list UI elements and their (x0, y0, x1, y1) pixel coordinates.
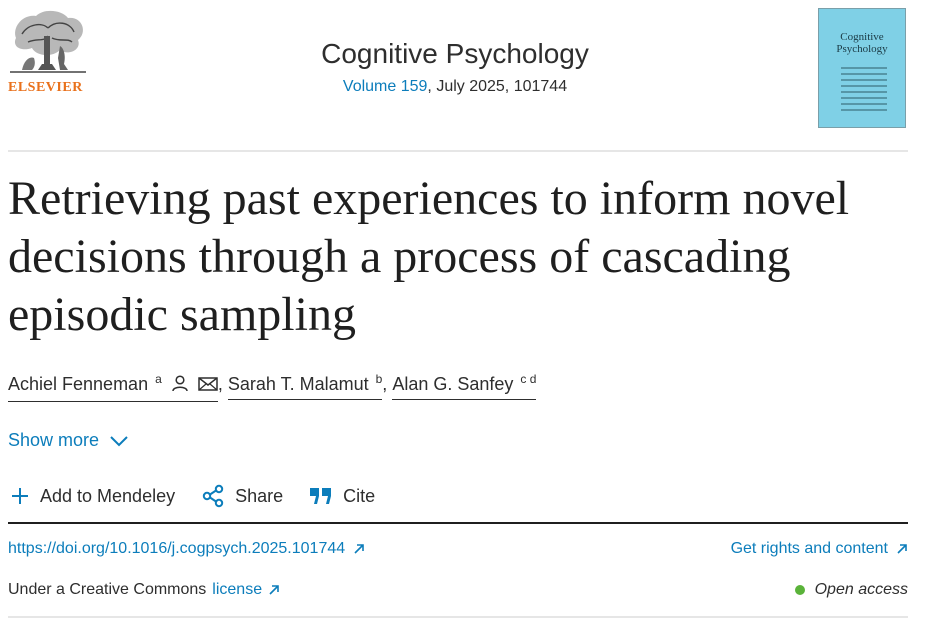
publisher-name: ELSEVIER (8, 80, 83, 95)
actions-divider (8, 522, 908, 524)
license-link[interactable]: license (212, 581, 263, 598)
author-affiliation: a (155, 372, 162, 386)
share-button[interactable]: Share (201, 484, 283, 508)
elsevier-logo[interactable]: ELSEVIER (8, 8, 90, 96)
person-icon (171, 374, 189, 397)
doi-text: https://doi.org/10.1016/j.cogpsych.2025.… (8, 540, 346, 557)
issue-date-article-number: , July 2025, 101744 (427, 78, 568, 95)
open-access-dot-icon (794, 585, 805, 595)
add-to-mendeley-button[interactable]: Add to Mendeley (10, 486, 175, 507)
article-actions: Add to Mendeley Share Cite (10, 484, 401, 508)
cover-contents-lines (841, 67, 887, 115)
author-link-3[interactable]: Alan G. Sanfey c d (392, 372, 537, 400)
external-arrow-icon (269, 585, 279, 595)
volume-link[interactable]: Volume 159 (342, 78, 428, 95)
author-link-1[interactable]: Achiel Fenneman a (8, 372, 218, 402)
cover-title: Cognitive Psychology (819, 31, 905, 55)
license-prefix: Under a Creative Commons (8, 581, 207, 598)
cover-title-line1: Cognitive (840, 31, 884, 43)
quote-icon (310, 488, 332, 504)
external-arrow-icon (897, 544, 907, 554)
mail-icon (198, 376, 218, 397)
plus-icon (12, 488, 28, 504)
journal-title[interactable]: Cognitive Psychology (321, 38, 589, 69)
get-rights-link[interactable]: Get rights and content (731, 540, 908, 558)
share-icon (202, 484, 224, 508)
author-name: Alan G. Sanfey (392, 374, 514, 394)
article-title: Retrieving past experiences to inform no… (8, 172, 850, 341)
author-affiliation: c d (520, 372, 537, 386)
author-affiliation: b (375, 372, 383, 386)
author-name: Achiel Fenneman (8, 374, 149, 394)
header-divider (8, 150, 908, 152)
author-name: Sarah T. Malamut (227, 374, 369, 394)
open-access-badge: Open access (794, 581, 908, 599)
show-more-label: Show more (8, 430, 100, 450)
author-separator: , (382, 374, 388, 394)
author-link-2[interactable]: Sarah T. Malamut b (227, 372, 383, 400)
journal-header: ELSEVIER Cognitive Psychology Volume 159… (0, 0, 940, 140)
issue-info: Volume 159, July 2025, 101744 (200, 78, 710, 96)
author-list: Achiel Fenneman a , Sarah T. Malamut b ,… (8, 372, 537, 402)
external-arrow-icon (354, 544, 364, 554)
bottom-divider (8, 616, 908, 618)
add-to-mendeley-label: Add to Mendeley (40, 485, 176, 506)
share-label: Share (235, 485, 284, 506)
author-separator: , (217, 374, 223, 394)
cover-title-line2: Psychology (836, 43, 888, 55)
get-rights-text: Get rights and content (730, 540, 888, 557)
journal-info: Cognitive Psychology Volume 159, July 20… (200, 38, 710, 96)
journal-cover-image[interactable]: Cognitive Psychology (818, 8, 906, 128)
license-info: Under a Creative Commons license (8, 581, 280, 599)
cite-button[interactable]: Cite (309, 486, 375, 507)
elsevier-tree-logo (8, 8, 88, 78)
doi-link[interactable]: https://doi.org/10.1016/j.cogpsych.2025.… (8, 540, 365, 558)
open-access-label: Open access (814, 581, 908, 598)
cite-label: Cite (343, 485, 376, 506)
chevron-down-icon (110, 435, 128, 446)
show-more-button[interactable]: Show more (8, 430, 129, 451)
